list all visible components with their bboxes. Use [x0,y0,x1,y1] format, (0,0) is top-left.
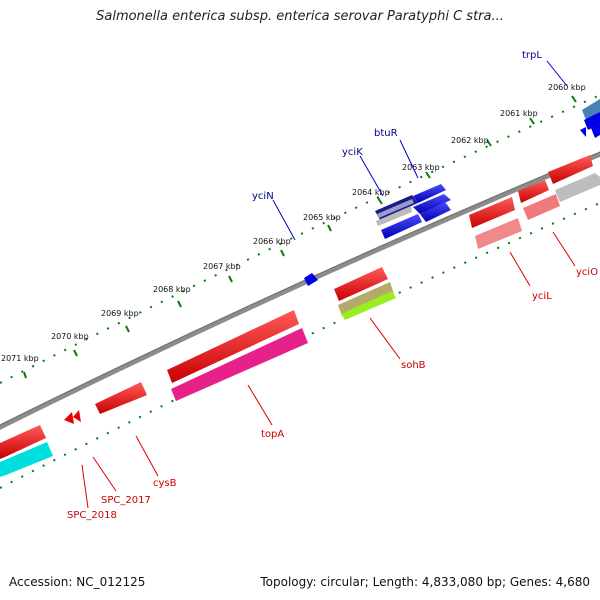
tick-label-2070: 2070 kbp [51,332,89,341]
gene-feature[interactable] [469,197,515,228]
gene-feature[interactable] [338,282,394,316]
gene-feature[interactable] [413,184,446,203]
gene-feature[interactable] [555,173,600,202]
tick-label-2060: 2060 kbp [548,83,586,92]
upper-label-leaders [272,60,568,241]
tick-label-2061: 2061 kbp [500,109,538,118]
gene-feature[interactable] [167,310,299,383]
gene-label-yciL[interactable]: yciL [532,291,552,302]
gene-label-trpL[interactable]: trpL [522,50,542,61]
lower-gene-features [0,155,600,477]
gene-feature[interactable] [377,199,414,218]
gene-feature[interactable] [95,382,147,414]
genome-backbone [0,151,600,430]
gene-feature[interactable] [334,267,388,301]
gene-feature[interactable] [304,273,318,286]
gene-feature[interactable] [341,291,396,320]
accession-text: Accession: NC_012125 [9,575,146,589]
tick-label-2064: 2064 kbp [352,188,390,197]
gene-feature[interactable] [580,127,586,137]
gene-feature[interactable] [73,410,81,422]
gene-label-yciO[interactable]: yciO [576,267,598,278]
tick-label-2062: 2062 kbp [451,136,489,145]
gene-feature[interactable] [376,206,412,226]
gene-feature[interactable] [475,218,522,249]
gene-feature[interactable] [413,194,451,214]
tick-label-2067: 2067 kbp [203,262,241,271]
gene-label-cysB[interactable]: cysB [153,478,177,489]
gene-label-yciK[interactable]: yciK [342,147,363,158]
gene-label-SPC_2017[interactable]: SPC_2017 [101,495,151,506]
gene-label-topA[interactable]: topA [261,429,284,440]
gene-feature[interactable] [518,180,549,203]
gene-feature[interactable] [548,155,593,184]
tick-label-2063: 2063 kbp [402,163,440,172]
genome-summary-text: Topology: circular; Length: 4,833,080 bp… [260,575,590,589]
gene-feature[interactable] [171,328,308,401]
gene-label-SPC_2018[interactable]: SPC_2018 [67,510,117,521]
gene-feature[interactable] [0,425,46,459]
gene-feature[interactable] [381,214,422,239]
tick-label-2068: 2068 kbp [153,285,191,294]
gene-label-yciN[interactable]: yciN [252,191,274,202]
gene-feature[interactable] [420,202,451,222]
map-title: Salmonella enterica subsp. enterica sero… [96,9,504,24]
gene-feature[interactable] [584,112,600,130]
gene-label-sohB[interactable]: sohB [401,360,426,371]
tick-label-2069: 2069 kbp [101,309,139,318]
tick-label-2071: 2071 kbp [1,354,39,363]
gene-feature[interactable] [591,124,600,138]
tick-label-2065: 2065 kbp [303,213,341,222]
tick-marks [23,95,577,379]
tick-label-2066: 2066 kbp [253,237,291,246]
gene-feature[interactable] [523,194,560,220]
gene-label-btuR[interactable]: btuR [374,128,398,139]
gene-feature[interactable] [64,412,74,424]
gene-feature[interactable] [582,99,600,120]
lower-label-leaders [81,231,576,509]
upper-gene-features [304,99,600,286]
gene-feature[interactable] [0,442,53,477]
